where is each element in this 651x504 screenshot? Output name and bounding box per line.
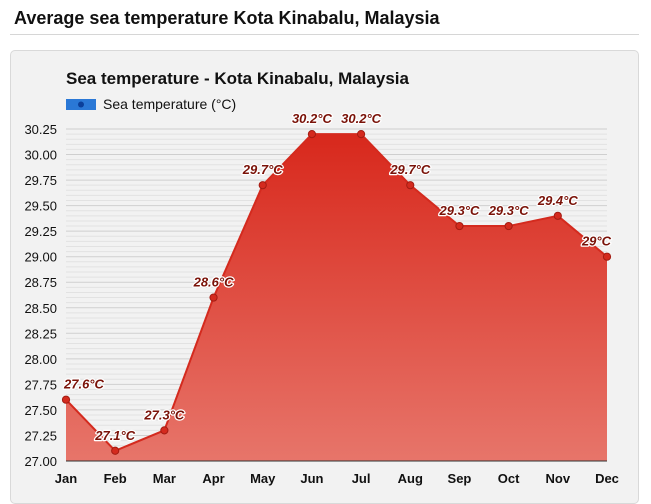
- x-tick-label: Oct: [498, 471, 520, 486]
- x-tick-label: Jul: [352, 471, 371, 486]
- data-point[interactable]: [602, 252, 612, 261]
- data-label: 27.6°C: [63, 377, 105, 392]
- y-tick-label: 27.75: [24, 377, 57, 392]
- data-label: 29.7°C: [389, 162, 431, 177]
- series-area: [66, 134, 607, 461]
- chart-title: Sea temperature - Kota Kinabalu, Malaysi…: [66, 69, 409, 88]
- y-tick-label: 29.00: [24, 250, 57, 265]
- x-tick-label: Mar: [153, 471, 176, 486]
- y-axis: 30.25 30.00 29.75 29.50 29.25 29.00 28.75 28.50…: [24, 122, 57, 469]
- title-divider: [10, 34, 639, 35]
- x-tick-label: Jan: [55, 471, 77, 486]
- data-label: 29.3°C: [439, 203, 481, 218]
- x-tick-label: Dec: [595, 471, 619, 486]
- y-tick-label: 28.25: [24, 326, 57, 341]
- data-label: 29.4°C: [537, 193, 579, 208]
- series-line: [65, 133, 608, 452]
- y-tick-label: 27.25: [24, 428, 57, 443]
- data-point[interactable]: [209, 293, 218, 302]
- data-label: 29.7°C: [242, 162, 284, 177]
- y-tick-label: 27.50: [24, 403, 57, 418]
- data-labels: 27.6°C 27.1°C 27.3°C 28.6°C 29.7°C 30.2°C 30.2…: [62, 110, 613, 444]
- x-tick-label: Feb: [104, 471, 127, 486]
- y-tick-label: 29.25: [24, 224, 57, 239]
- data-point[interactable]: [61, 395, 71, 404]
- data-label: 29.3°C: [488, 203, 530, 218]
- y-tick-label: 29.75: [24, 173, 57, 188]
- data-point[interactable]: [455, 221, 464, 231]
- y-tick-label: 29.50: [24, 199, 57, 214]
- x-tick-label: Jun: [300, 471, 323, 486]
- data-label: 30.2°C: [292, 111, 333, 126]
- data-label: 27.3°C: [143, 407, 185, 422]
- y-tick-label: 30.00: [24, 148, 57, 163]
- legend[interactable]: Sea temperature (°C): [66, 96, 236, 112]
- data-point[interactable]: [111, 446, 120, 455]
- data-point[interactable]: [504, 221, 513, 231]
- y-tick-label: 28.75: [24, 275, 57, 290]
- y-tick-label: 28.00: [24, 352, 57, 367]
- data-points: [61, 130, 612, 455]
- x-tick-label: Apr: [202, 471, 224, 486]
- y-tick-label: 30.25: [24, 122, 57, 137]
- x-tick-label: Sep: [448, 471, 472, 486]
- area-layer: [65, 133, 608, 462]
- x-tick-label: May: [250, 471, 276, 486]
- data-point[interactable]: [258, 181, 267, 190]
- data-point[interactable]: [307, 130, 317, 139]
- data-point[interactable]: [406, 181, 415, 190]
- data-point[interactable]: [160, 426, 169, 435]
- legend-marker: [78, 101, 84, 108]
- legend-label: Sea temperature (°C): [103, 96, 236, 112]
- y-tick-label: 28.50: [24, 301, 57, 316]
- data-point[interactable]: [553, 211, 562, 220]
- y-tick-label: 27.00: [24, 454, 57, 469]
- x-axis: Jan Feb Mar Apr May Jun Jul Aug Sep Oct Nov Dec: [55, 471, 619, 486]
- data-point[interactable]: [356, 130, 366, 139]
- data-label: 30.2°C: [341, 111, 382, 126]
- x-tick-label: Aug: [398, 471, 423, 486]
- x-tick-label: Nov: [546, 471, 571, 486]
- page-title: Average sea temperature Kota Kinabalu, M…: [14, 8, 440, 28]
- data-label: 28.6°C: [193, 275, 235, 290]
- data-label: 27.1°C: [94, 428, 136, 443]
- data-label: 29°C: [581, 234, 612, 249]
